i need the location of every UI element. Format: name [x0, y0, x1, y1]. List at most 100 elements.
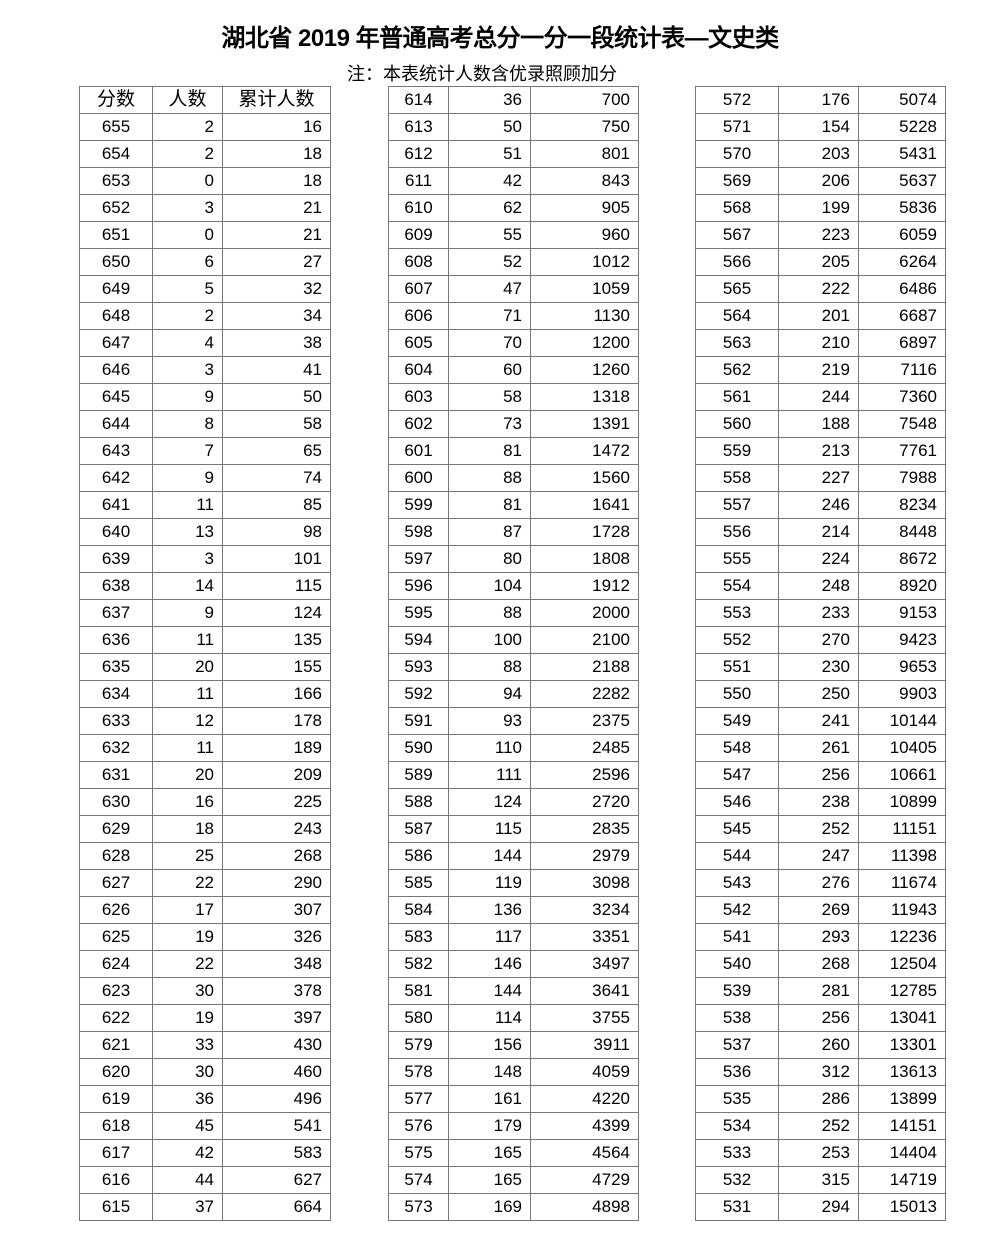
count-cell: 52	[448, 248, 531, 276]
count-cell: 206	[778, 167, 859, 195]
score-cell: 552	[695, 626, 779, 654]
score-cell: 633	[79, 707, 153, 735]
table-row: 548 261 10405	[695, 734, 946, 762]
table-row: 603 58 1318	[388, 383, 639, 411]
cumulative-cell: 13301	[858, 1031, 946, 1059]
count-cell: 165	[448, 1139, 531, 1167]
count-cell: 136	[448, 896, 531, 924]
score-cell: 592	[388, 680, 449, 708]
score-cell: 565	[695, 275, 779, 303]
table-row: 624 22 348	[79, 950, 331, 978]
cumulative-cell: 178	[222, 707, 331, 735]
score-cell: 636	[79, 626, 153, 654]
count-cell: 213	[778, 437, 859, 465]
score-cell: 617	[79, 1139, 153, 1167]
table-row: 640 13 98	[79, 518, 331, 546]
table-row: 653 0 18	[79, 167, 331, 195]
table-row: 577 161 4220	[388, 1085, 639, 1113]
count-cell: 269	[778, 896, 859, 924]
cumulative-cell: 243	[222, 815, 331, 843]
score-cell: 532	[695, 1166, 779, 1194]
score-cell: 631	[79, 761, 153, 789]
cumulative-cell: 27	[222, 248, 331, 276]
score-cell: 597	[388, 545, 449, 573]
table-row: 654 2 18	[79, 140, 331, 168]
cumulative-cell: 1560	[530, 464, 639, 492]
table-row: 595 88 2000	[388, 599, 639, 627]
score-cell: 569	[695, 167, 779, 195]
table-row: 591 93 2375	[388, 707, 639, 735]
table-row: 606 71 1130	[388, 302, 639, 330]
count-cell: 233	[778, 599, 859, 627]
count-cell: 44	[152, 1166, 223, 1194]
score-cell: 603	[388, 383, 449, 411]
score-cell: 615	[79, 1193, 153, 1221]
count-cell: 156	[448, 1031, 531, 1059]
score-cell: 641	[79, 491, 153, 519]
count-cell: 244	[778, 383, 859, 411]
count-cell: 71	[448, 302, 531, 330]
header-cumulative: 累计人数	[222, 86, 331, 114]
table-row: 542 269 11943	[695, 896, 946, 924]
cumulative-cell: 8672	[858, 545, 946, 573]
cumulative-cell: 3911	[530, 1031, 639, 1059]
score-cell: 602	[388, 410, 449, 438]
score-cell: 622	[79, 1004, 153, 1032]
cumulative-cell: 10405	[858, 734, 946, 762]
score-cell: 588	[388, 788, 449, 816]
count-cell: 88	[448, 464, 531, 492]
count-cell: 176	[778, 86, 859, 114]
score-cell: 558	[695, 464, 779, 492]
score-cell: 645	[79, 383, 153, 411]
cumulative-cell: 8448	[858, 518, 946, 546]
cumulative-cell: 2188	[530, 653, 639, 681]
cumulative-cell: 6897	[858, 329, 946, 357]
header-row: 分数 人数 累计人数	[79, 86, 331, 114]
count-cell: 93	[448, 707, 531, 735]
score-cell: 545	[695, 815, 779, 843]
count-cell: 238	[778, 788, 859, 816]
table-row: 607 47 1059	[388, 275, 639, 303]
count-cell: 230	[778, 653, 859, 681]
count-cell: 203	[778, 140, 859, 168]
table-row: 541 293 12236	[695, 923, 946, 951]
cumulative-cell: 397	[222, 1004, 331, 1032]
table-row: 576 179 4399	[388, 1112, 639, 1140]
table-row: 586 144 2979	[388, 842, 639, 870]
score-cell: 551	[695, 653, 779, 681]
count-cell: 261	[778, 734, 859, 762]
cumulative-cell: 843	[530, 167, 639, 195]
cumulative-cell: 11151	[858, 815, 946, 843]
score-cell: 604	[388, 356, 449, 384]
cumulative-cell: 115	[222, 572, 331, 600]
count-cell: 11	[152, 491, 223, 519]
table-row: 536 312 13613	[695, 1058, 946, 1086]
cumulative-cell: 8920	[858, 572, 946, 600]
cumulative-cell: 11398	[858, 842, 946, 870]
score-cell: 630	[79, 788, 153, 816]
count-cell: 12	[152, 707, 223, 735]
cumulative-cell: 1472	[530, 437, 639, 465]
score-cell: 593	[388, 653, 449, 681]
count-cell: 11	[152, 734, 223, 762]
score-cell: 564	[695, 302, 779, 330]
table-row: 582 146 3497	[388, 950, 639, 978]
table-row: 552 270 9423	[695, 626, 946, 654]
count-cell: 144	[448, 842, 531, 870]
cumulative-cell: 15013	[858, 1193, 946, 1221]
table-row: 597 80 1808	[388, 545, 639, 573]
table-row: 570 203 5431	[695, 140, 946, 168]
score-cell: 596	[388, 572, 449, 600]
score-cell: 536	[695, 1058, 779, 1086]
table-row: 563 210 6897	[695, 329, 946, 357]
table-row: 610 62 905	[388, 194, 639, 222]
count-cell: 161	[448, 1085, 531, 1113]
table-row: 634 11 166	[79, 680, 331, 708]
count-cell: 3	[152, 194, 223, 222]
cumulative-cell: 50	[222, 383, 331, 411]
table-row: 538 256 13041	[695, 1004, 946, 1032]
score-cell: 583	[388, 923, 449, 951]
count-cell: 18	[152, 815, 223, 843]
count-cell: 312	[778, 1058, 859, 1086]
cumulative-cell: 13613	[858, 1058, 946, 1086]
